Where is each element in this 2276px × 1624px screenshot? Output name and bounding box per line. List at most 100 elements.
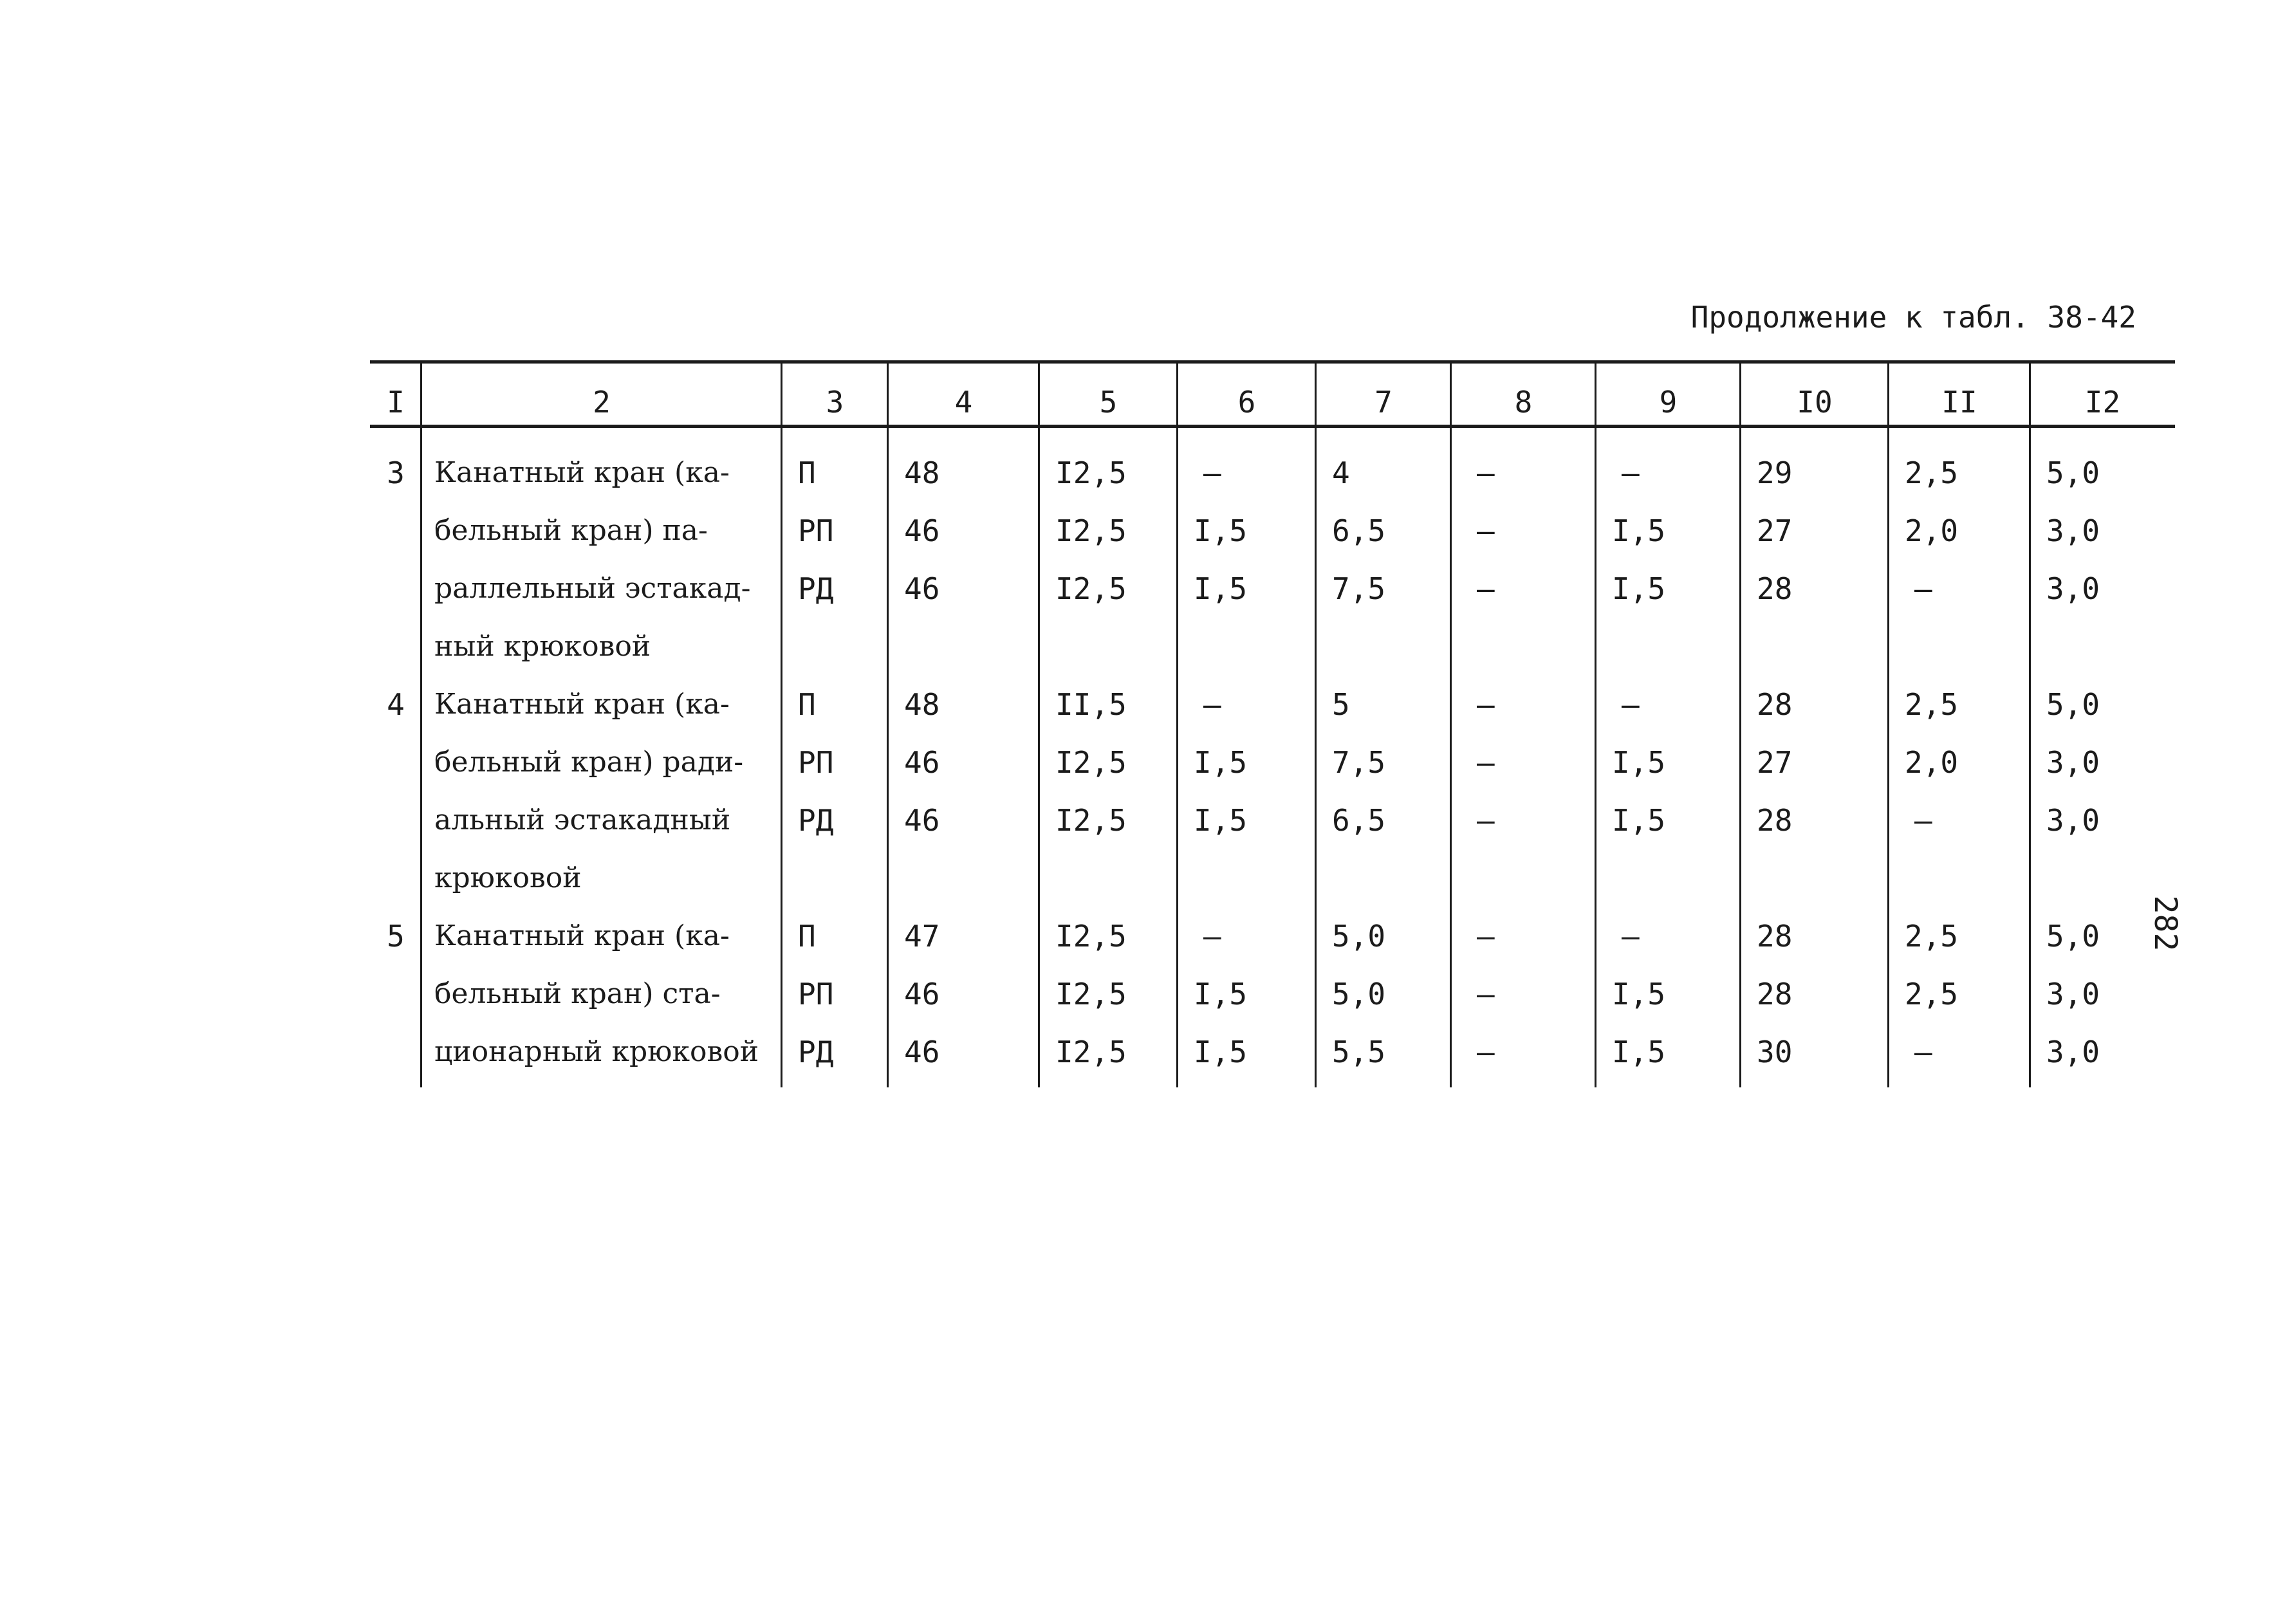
table-cell: I,5	[1612, 571, 1666, 606]
crane-name-line: Канатный кран (ка-	[434, 456, 730, 489]
column-divider	[887, 360, 889, 1087]
table-cell: I2,5	[1055, 919, 1127, 954]
empty-value-dash: –	[1477, 1035, 1495, 1069]
column-divider	[1595, 360, 1596, 1087]
table-cell: I,5	[1612, 977, 1666, 1011]
table-cell: 2,5	[1905, 687, 1959, 722]
crane-name-line: бельный кран) па-	[434, 514, 708, 547]
table-cell: 3,0	[2046, 977, 2100, 1011]
row-number: 4	[387, 687, 405, 722]
table-cell: I,5	[1194, 1035, 1248, 1069]
empty-value-dash: –	[1203, 456, 1221, 490]
table-cell: 7,5	[1332, 745, 1386, 780]
crane-name-line: крюковой	[434, 862, 582, 894]
table-continuation-caption: Продолжение к табл. 38-42	[1690, 300, 2136, 335]
row-number: 5	[387, 919, 405, 954]
table-cell: 48	[904, 687, 940, 722]
table-cell: 2,0	[1905, 513, 1959, 548]
empty-value-dash: –	[1477, 456, 1495, 490]
empty-value-dash: –	[1477, 687, 1495, 722]
table-cell: I,5	[1612, 803, 1666, 838]
table-cell: РД	[798, 803, 834, 838]
column-header: II	[1941, 385, 1977, 420]
table-cell: I,5	[1612, 745, 1666, 780]
table-cell: П	[798, 919, 816, 954]
table-cell: 28	[1757, 919, 1793, 954]
table-cell: РП	[798, 745, 834, 780]
table-cell: I2,5	[1055, 456, 1127, 490]
table-cell: I2,5	[1055, 803, 1127, 838]
empty-value-dash: –	[1477, 803, 1495, 838]
empty-value-dash: –	[1622, 456, 1640, 490]
table-cell: 46	[904, 513, 940, 548]
table-cell: 4	[1332, 456, 1350, 490]
table-cell: 3,0	[2046, 1035, 2100, 1069]
table-cell: 28	[1757, 803, 1793, 838]
crane-name-line: раллельный эстакад-	[434, 572, 751, 605]
row-number: 3	[387, 456, 405, 490]
crane-name-line: ный крюковой	[434, 630, 651, 663]
table-cell: 3,0	[2046, 745, 2100, 780]
table-cell: I,5	[1194, 513, 1248, 548]
column-divider	[1887, 360, 1889, 1087]
column-header: 4	[954, 385, 973, 420]
table-cell: 5	[1332, 687, 1350, 722]
crane-name-line: Канатный кран (ка-	[434, 919, 730, 952]
table-cell: 30	[1757, 1035, 1793, 1069]
crane-name-line: бельный кран) ста-	[434, 977, 721, 1010]
table-cell: 5,0	[2046, 687, 2100, 722]
empty-value-dash: –	[1622, 919, 1640, 954]
table-cell: П	[798, 456, 816, 490]
table-cell: I,5	[1194, 571, 1248, 606]
table-cell: 29	[1757, 456, 1793, 490]
crane-name-line: бельный кран) ради-	[434, 746, 744, 779]
table-cell: РП	[798, 513, 834, 548]
column-divider	[420, 360, 422, 1087]
column-header: 9	[1659, 385, 1678, 420]
column-header: I	[387, 385, 405, 420]
table-cell: 2,0	[1905, 745, 1959, 780]
table-cell: 46	[904, 1035, 940, 1069]
table-cell: 2,5	[1905, 977, 1959, 1011]
table-cell: 5,5	[1332, 1035, 1386, 1069]
empty-value-dash: –	[1477, 745, 1495, 780]
table-cell: 46	[904, 745, 940, 780]
table-cell: 46	[904, 571, 940, 606]
table-cell: 5,0	[2046, 456, 2100, 490]
table-cell: 3,0	[2046, 513, 2100, 548]
table-cell: 2,5	[1905, 456, 1959, 490]
column-header: 5	[1099, 385, 1118, 420]
column-divider	[1315, 360, 1317, 1087]
empty-value-dash: –	[1914, 803, 1932, 838]
empty-value-dash: –	[1914, 571, 1932, 606]
column-divider	[1038, 360, 1040, 1087]
table-cell: I,5	[1612, 513, 1666, 548]
table-cell: 5,0	[2046, 919, 2100, 954]
table-top-rule	[370, 360, 2175, 364]
column-divider	[2029, 360, 2031, 1087]
column-header: 8	[1514, 385, 1533, 420]
table-cell: 2,5	[1905, 919, 1959, 954]
empty-value-dash: –	[1914, 1035, 1932, 1069]
table-cell: 48	[904, 456, 940, 490]
column-divider	[1450, 360, 1452, 1087]
table-cell: 46	[904, 803, 940, 838]
table-cell: РД	[798, 571, 834, 606]
table-cell: 46	[904, 977, 940, 1011]
table-cell: 28	[1757, 977, 1793, 1011]
crane-name-line: ционарный крюковой	[434, 1035, 759, 1068]
table-cell: РД	[798, 1035, 834, 1069]
column-header: I2	[2084, 385, 2121, 420]
table-cell: I,5	[1194, 977, 1248, 1011]
table-cell: 6,5	[1332, 803, 1386, 838]
empty-value-dash: –	[1622, 687, 1640, 722]
table-cell: I2,5	[1055, 1035, 1127, 1069]
table-cell: I2,5	[1055, 977, 1127, 1011]
table-cell: 5,0	[1332, 919, 1386, 954]
table-cell: II,5	[1055, 687, 1127, 722]
table-cell: П	[798, 687, 816, 722]
column-header: 7	[1374, 385, 1392, 420]
empty-value-dash: –	[1477, 513, 1495, 548]
table-cell: РП	[798, 977, 834, 1011]
empty-value-dash: –	[1203, 687, 1221, 722]
